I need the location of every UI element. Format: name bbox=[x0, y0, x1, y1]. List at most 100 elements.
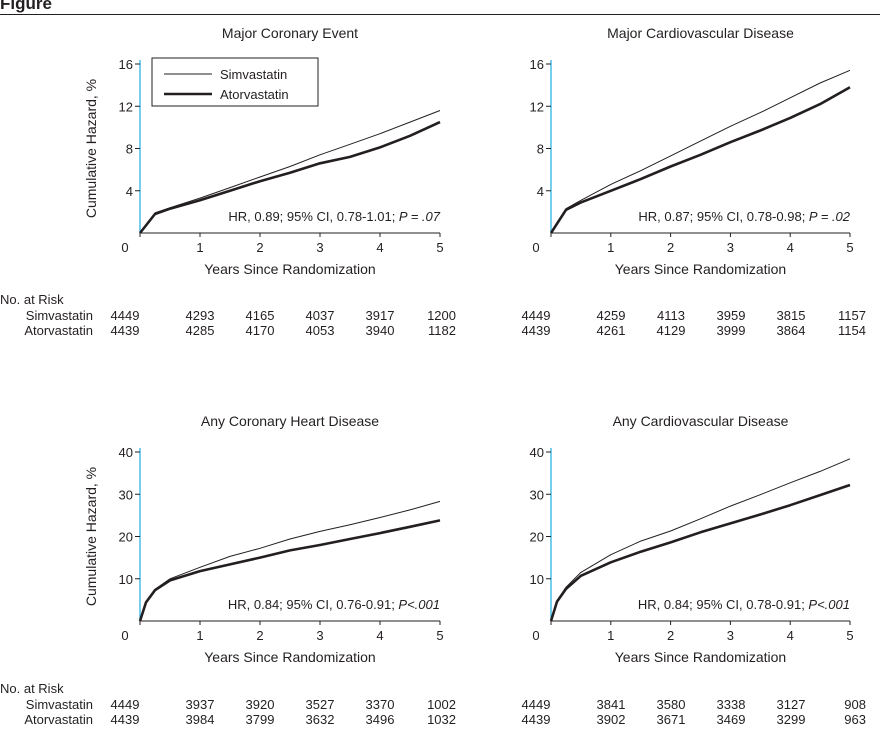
chart4-annotation: HR, 0.84; 95% CI, 0.78-0.91; P<.001 bbox=[638, 597, 850, 612]
chart1-risk-header: No. at Risk bbox=[0, 292, 64, 307]
chart2-title: Major Cardiovascular Disease bbox=[607, 25, 794, 41]
chart4-risk-simvastatin-0: 4449 bbox=[522, 697, 551, 712]
chart3-title: Any Coronary Heart Disease bbox=[201, 413, 379, 429]
chart4-risk-atorvastatin-1: 3902 bbox=[597, 712, 626, 727]
chart2-risk-simvastatin-4: 3815 bbox=[777, 308, 806, 323]
chart1-x-tick-label-5: 5 bbox=[436, 240, 443, 255]
chart2-risk-simvastatin-1: 4259 bbox=[597, 308, 626, 323]
legend-label-simvastatin: Simvastatin bbox=[220, 67, 287, 82]
chart2-risk-atorvastatin-1: 4261 bbox=[597, 323, 626, 338]
chart4-y-tick-label-40: 40 bbox=[530, 445, 544, 460]
chart2-x-tick-label-4: 4 bbox=[787, 240, 794, 255]
chart4-x-tick-label-4: 4 bbox=[787, 628, 794, 643]
chart3-series-atorvastatin bbox=[138, 519, 441, 622]
chart4-x-tick-label-1: 1 bbox=[607, 628, 614, 643]
chart3-x-axis-label: Years Since Randomization bbox=[204, 649, 375, 665]
chart3-risk-simvastatin-1: 3937 bbox=[186, 697, 215, 712]
chart1-risk-atorvastatin-2: 4170 bbox=[246, 323, 275, 338]
chart2-x-axis-label: Years Since Randomization bbox=[615, 261, 786, 277]
chart1-annotation: HR, 0.89; 95% CI, 0.78-1.01; P = .07 bbox=[228, 209, 440, 224]
chart3-hr-text: HR, 0.84; 95% CI, 0.76-0.91; bbox=[228, 597, 399, 612]
legend-box bbox=[151, 57, 319, 107]
chart4-y-tick-label-10: 10 bbox=[530, 572, 544, 587]
chart2-y-tick-label-8: 8 bbox=[537, 142, 544, 157]
chart2-risk-simvastatin-2: 4113 bbox=[657, 308, 685, 323]
chart1-x-tick-label-1: 1 bbox=[196, 240, 203, 255]
chart3-risk-atorvastatin-2: 3799 bbox=[246, 712, 275, 727]
chart3-y-tick-label-30: 30 bbox=[119, 487, 133, 502]
legend-label-atorvastatin: Atorvastatin bbox=[220, 87, 289, 102]
chart1-p-value: P = .07 bbox=[399, 209, 441, 224]
chart1-x-tick-label-2: 2 bbox=[256, 240, 263, 255]
chart3-annotation: HR, 0.84; 95% CI, 0.76-0.91; P<.001 bbox=[228, 597, 440, 612]
chart4-risk-atorvastatin-2: 3671 bbox=[657, 712, 686, 727]
chart4-x-tick-label-3: 3 bbox=[727, 628, 734, 643]
chart2-annotation: HR, 0.87; 95% CI, 0.78-0.98; P = .02 bbox=[638, 209, 850, 224]
chart1-risk-simvastatin-5: 1200 bbox=[427, 308, 456, 323]
chart1-risk-atorvastatin-0: 4439 bbox=[111, 323, 140, 338]
chart4-y-tick-label-20: 20 bbox=[530, 530, 544, 545]
chart3-x-tick-label-5: 5 bbox=[436, 628, 443, 643]
chart4-risk-atorvastatin-4: 3299 bbox=[777, 712, 806, 727]
chart4-risk-atorvastatin-5: 963 bbox=[844, 712, 866, 727]
chart3-risk-simvastatin-0: 4449 bbox=[111, 697, 140, 712]
chart4-x-tick-label-5: 5 bbox=[846, 628, 853, 643]
chart3-risk-atorvastatin-0: 4439 bbox=[111, 712, 140, 727]
chart2-risk-simvastatin-0: 4449 bbox=[522, 308, 551, 323]
chart2-x-tick-label-2: 2 bbox=[667, 240, 674, 255]
chart3-risk-header: No. at Risk bbox=[0, 681, 64, 696]
chart3-x-tick-label-3: 3 bbox=[316, 628, 323, 643]
chart3-risk-simvastatin-3: 3527 bbox=[306, 697, 335, 712]
chart2-series-atorvastatin bbox=[549, 86, 851, 234]
chart3-risk-row-label-simvastatin: Simvastatin bbox=[26, 697, 93, 712]
chart4-x-axis-label: Years Since Randomization bbox=[615, 649, 786, 665]
chart1-x-tick-label-3: 3 bbox=[316, 240, 323, 255]
chart4-risk-simvastatin-5: 908 bbox=[844, 697, 866, 712]
chart2-y-tick-label-4: 4 bbox=[537, 184, 544, 199]
chart4-risk-simvastatin-4: 3127 bbox=[777, 697, 806, 712]
chart2-x-tick-label-1: 1 bbox=[607, 240, 614, 255]
chart3-risk-simvastatin-2: 3920 bbox=[246, 697, 275, 712]
chart3-risk-atorvastatin-3: 3632 bbox=[306, 712, 335, 727]
chart3-y-tick-label-40: 40 bbox=[119, 445, 133, 460]
chart2-risk-atorvastatin-0: 4439 bbox=[522, 323, 551, 338]
chart4-title: Any Cardiovascular Disease bbox=[613, 413, 789, 429]
chart4-risk-simvastatin-2: 3580 bbox=[657, 697, 686, 712]
chart1-x-axis-label: Years Since Randomization bbox=[204, 261, 375, 277]
chart2-risk-atorvastatin-3: 3999 bbox=[717, 323, 746, 338]
chart1-risk-atorvastatin-5: 1182 bbox=[428, 323, 456, 338]
chart2-series-simvastatin bbox=[550, 69, 851, 234]
chart4-hr-text: HR, 0.84; 95% CI, 0.78-0.91; bbox=[638, 597, 809, 612]
chart3-x-tick-label-2: 2 bbox=[256, 628, 263, 643]
chart3-y-axis-label: Cumulative Hazard, % bbox=[83, 467, 99, 606]
chart4-y-tick-label-30: 30 bbox=[530, 487, 544, 502]
chart1-risk-simvastatin-0: 4449 bbox=[111, 308, 140, 323]
chart2-hr-text: HR, 0.87; 95% CI, 0.78-0.98; bbox=[638, 209, 809, 224]
chart1-x-tick-label-0: 0 bbox=[121, 240, 128, 255]
chart4-p-value: P<.001 bbox=[808, 597, 850, 612]
chart1-y-tick-label-8: 8 bbox=[126, 142, 133, 157]
chart1-risk-simvastatin-2: 4165 bbox=[246, 308, 275, 323]
chart3-y-tick-label-10: 10 bbox=[119, 572, 133, 587]
chart2-risk-atorvastatin-2: 4129 bbox=[657, 323, 686, 338]
chart2-risk-atorvastatin-4: 3864 bbox=[777, 323, 806, 338]
chart1-risk-simvastatin-3: 4037 bbox=[306, 308, 335, 323]
chart4-risk-atorvastatin-0: 4439 bbox=[522, 712, 551, 727]
chart3-risk-atorvastatin-5: 1032 bbox=[427, 712, 456, 727]
chart4-x-tick-label-2: 2 bbox=[667, 628, 674, 643]
chart3-risk-row-label-atorvastatin: Atorvastatin bbox=[24, 712, 93, 727]
chart4-risk-atorvastatin-3: 3469 bbox=[717, 712, 746, 727]
chart3-risk-atorvastatin-1: 3984 bbox=[186, 712, 215, 727]
chart1-risk-row-label-simvastatin: Simvastatin bbox=[26, 308, 93, 323]
chart3-risk-atorvastatin-4: 3496 bbox=[366, 712, 395, 727]
chart1-y-tick-label-16: 16 bbox=[119, 57, 133, 72]
chart3-x-tick-label-4: 4 bbox=[376, 628, 383, 643]
chart2-x-tick-label-0: 0 bbox=[532, 240, 539, 255]
chart1-risk-simvastatin-4: 3917 bbox=[366, 308, 395, 323]
chart2-y-tick-label-12: 12 bbox=[530, 99, 544, 114]
chart4-risk-simvastatin-3: 3338 bbox=[717, 697, 746, 712]
chart4-x-tick-label-0: 0 bbox=[532, 628, 539, 643]
chart1-x-tick-label-4: 4 bbox=[376, 240, 383, 255]
chart3-risk-simvastatin-5: 1002 bbox=[427, 697, 456, 712]
